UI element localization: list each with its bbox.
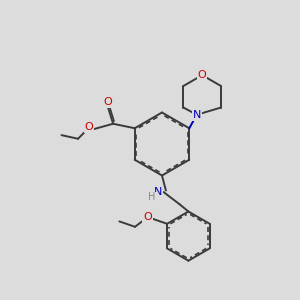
Text: O: O [103, 97, 112, 107]
Text: O: O [143, 212, 152, 222]
Text: N: N [154, 187, 162, 197]
Text: O: O [198, 70, 207, 80]
Text: O: O [84, 122, 93, 132]
Text: N: N [193, 110, 201, 120]
Text: H: H [148, 192, 156, 203]
